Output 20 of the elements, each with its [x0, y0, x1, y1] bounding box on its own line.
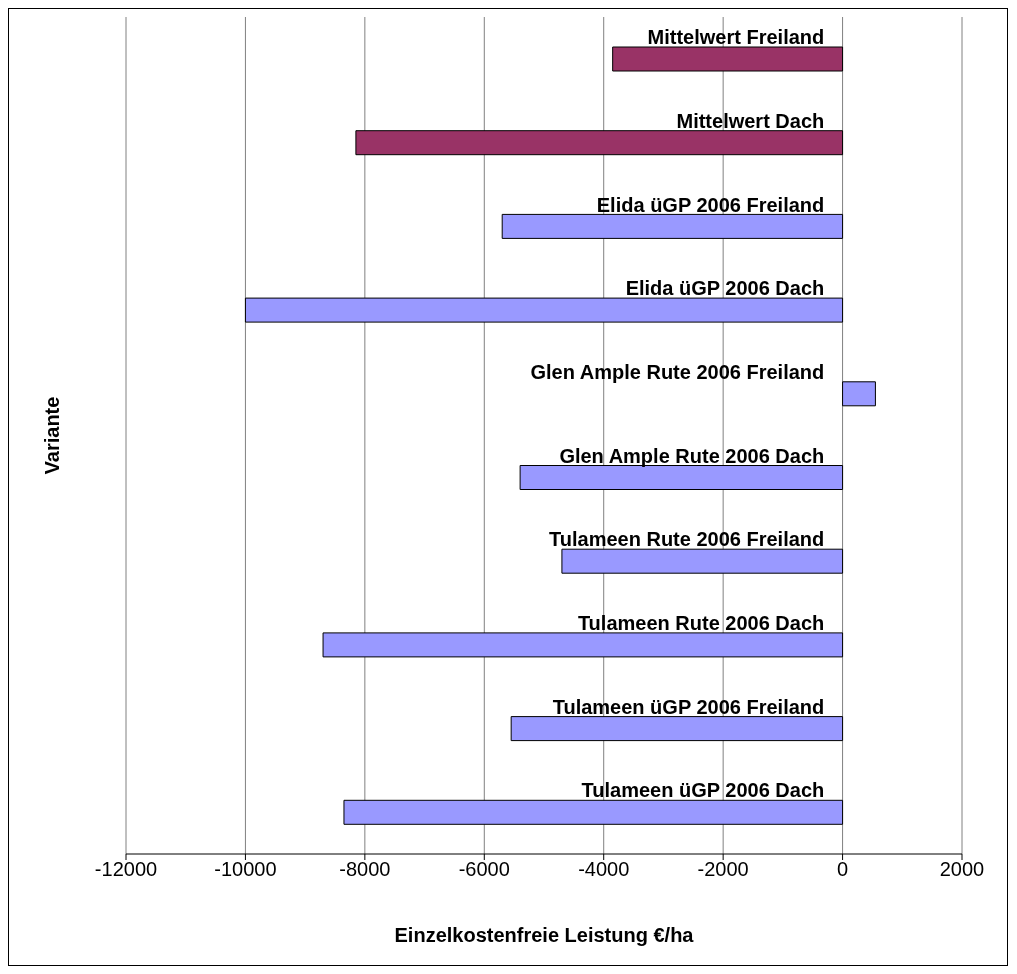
y-tick-label: Tulameen Rute 2006 Freiland	[549, 528, 825, 551]
x-tick-label: -10000	[214, 858, 277, 881]
y-tick-label: Mittelwert Dach	[676, 109, 825, 132]
x-tick-label: -4000	[578, 858, 630, 881]
x-axis-title: Einzelkostenfreie Leistung €/ha	[394, 924, 695, 946]
y-tick-label: Elida üGP 2006 Freiland	[596, 193, 825, 216]
y-tick-label: Glen Ample Rute 2006 Dach	[559, 444, 825, 467]
x-tick-label: -2000	[697, 858, 749, 881]
x-tick-label: 0	[837, 858, 849, 881]
y-tick-label: Tulameen Rute 2006 Dach	[577, 612, 825, 635]
x-tick-label: -8000	[339, 858, 391, 881]
y-tick-label: Tulameen üGP 2006 Freiland	[552, 695, 825, 718]
y-axis-title: Variante	[41, 396, 64, 475]
x-tick-label: 2000	[939, 858, 985, 881]
y-tick-label: Elida üGP 2006 Dach	[625, 277, 825, 300]
y-tick-label: Glen Ample Rute 2006 Freiland	[530, 360, 825, 383]
x-tick-label: -12000	[94, 858, 158, 881]
x-tick-label: -6000	[458, 858, 510, 881]
y-tick-label: Tulameen üGP 2006 Dach	[581, 779, 825, 802]
y-tick-label: Mittelwert Freiland	[647, 26, 825, 49]
